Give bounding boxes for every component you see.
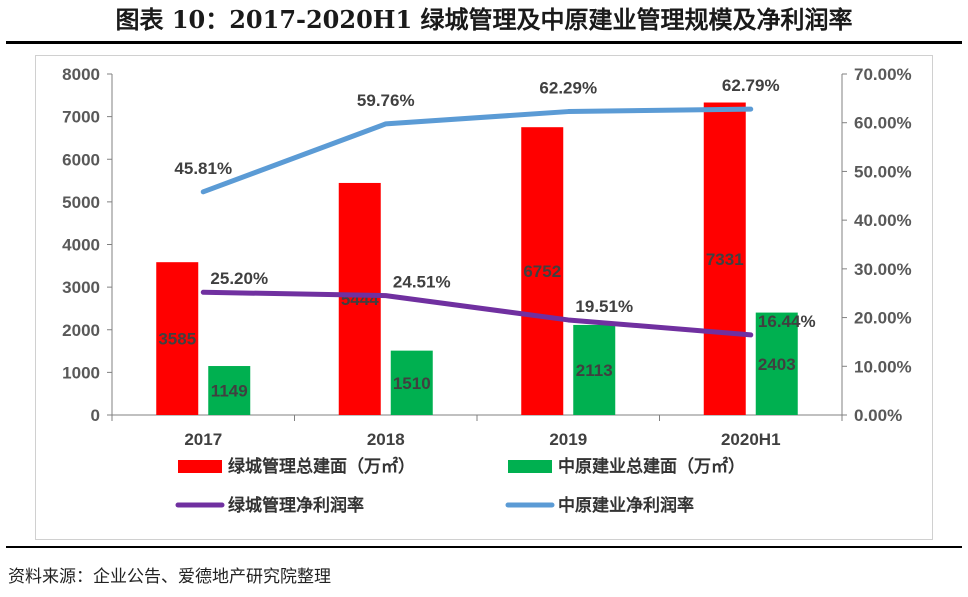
bar-data-label: 7331 — [706, 250, 744, 269]
x-axis-tick-label: 2020H1 — [721, 430, 781, 449]
bar-data-label: 6752 — [523, 262, 561, 281]
line-data-label: 16.44% — [758, 312, 816, 331]
left-axis-tick-label: 2000 — [62, 321, 100, 340]
chart-title: 图表 10：2017-2020H1 绿城管理及中原建业管理规模及净利润率 — [115, 5, 853, 34]
left-axis-tick-label: 5000 — [62, 193, 100, 212]
bar-zhongyuan-area — [208, 366, 251, 415]
right-axis-tick-label: 60.00% — [854, 114, 912, 133]
line-data-label: 45.81% — [174, 159, 232, 178]
right-axis-tick-label: 10.00% — [854, 357, 912, 376]
chart-frame — [35, 55, 933, 540]
source-note: 资料来源：企业公告、爱德地产研究院整理 — [8, 567, 331, 587]
line-data-label: 25.20% — [210, 269, 268, 288]
bar-data-label: 1510 — [393, 374, 431, 393]
right-axis-tick-label: 40.00% — [854, 211, 912, 230]
left-axis-tick-label: 0 — [91, 406, 100, 425]
bar-lvcheng-area — [156, 262, 199, 415]
right-axis-tick-label: 70.00% — [854, 65, 912, 84]
line-data-label: 62.79% — [722, 76, 780, 95]
right-axis-tick-label: 30.00% — [854, 260, 912, 279]
right-axis-tick-label: 20.00% — [854, 309, 912, 328]
left-axis-tick-label: 3000 — [62, 278, 100, 297]
bar-lvcheng-area — [521, 127, 564, 416]
line-lvcheng-margin — [200, 289, 754, 338]
source-rule — [6, 546, 962, 548]
line-data-label: 59.76% — [357, 91, 415, 110]
x-axis-tick-label: 2019 — [549, 430, 587, 449]
line-zhongyuan-margin — [200, 106, 754, 195]
legend-zhongyuan-margin-label: 中原建业净利润率 — [558, 495, 694, 516]
bar-zhongyuan-area — [390, 350, 433, 415]
bar-lvcheng-area — [338, 182, 381, 415]
legend-lvcheng-area-swatch — [178, 460, 222, 473]
x-axis-tick-label: 2017 — [184, 430, 222, 449]
bar-data-label: 3585 — [158, 330, 196, 349]
legend-zhongyuan-area-swatch — [508, 460, 552, 473]
right-axis-tick-label: 50.00% — [854, 162, 912, 181]
legend-zhongyuan-area-label: 中原建业总建面（万㎡） — [558, 456, 745, 477]
bar-data-label: 2113 — [576, 361, 613, 380]
line-data-label: 24.51% — [393, 273, 451, 292]
left-axis-tick-label: 1000 — [62, 363, 100, 382]
left-axis-tick-label: 6000 — [62, 150, 100, 169]
x-axis-tick-label: 2018 — [367, 430, 405, 449]
right-axis-tick-label: 0.00% — [854, 406, 902, 425]
legend-lvcheng-area-label: 绿城管理总建面（万㎡） — [228, 456, 415, 477]
left-axis-tick-label: 7000 — [62, 108, 100, 127]
line-data-label: 19.51% — [575, 297, 633, 316]
title-rule — [6, 41, 962, 44]
left-axis-tick-label: 8000 — [62, 65, 100, 84]
bar-data-label: 1149 — [211, 382, 248, 401]
legend-lvcheng-margin-label: 绿城管理净利润率 — [228, 495, 364, 516]
bar-lvcheng-area — [703, 102, 746, 416]
bar-zhongyuan-area — [755, 312, 798, 415]
bar-zhongyuan-area — [573, 324, 616, 415]
left-axis-tick-label: 4000 — [62, 236, 100, 255]
bar-data-label: 2403 — [758, 355, 796, 374]
line-data-label: 62.29% — [539, 79, 597, 98]
